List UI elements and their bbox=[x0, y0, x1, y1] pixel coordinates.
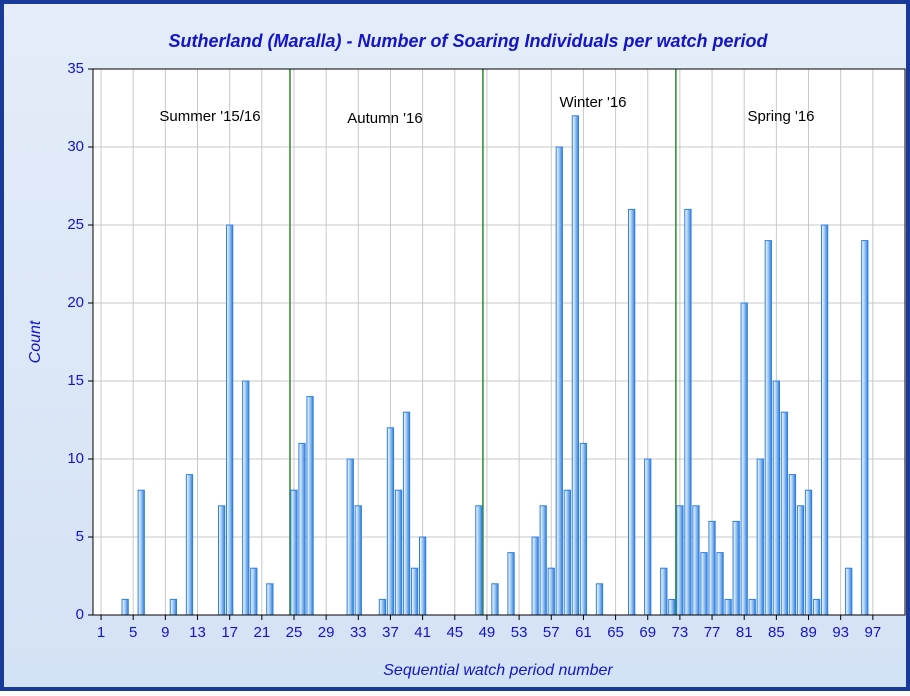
y-axis-label: Count bbox=[27, 320, 44, 363]
x-tick-label: 33 bbox=[350, 624, 367, 641]
bar bbox=[788, 474, 797, 616]
bar bbox=[169, 598, 178, 616]
x-axis-label: Sequential watch period number bbox=[383, 662, 613, 679]
bar bbox=[780, 411, 789, 616]
plot-area bbox=[92, 68, 906, 616]
bar bbox=[217, 505, 226, 616]
bar bbox=[724, 598, 732, 616]
bar bbox=[378, 598, 387, 616]
y-tick-label: 10 bbox=[67, 450, 84, 467]
bar bbox=[708, 520, 716, 616]
bar bbox=[764, 240, 772, 616]
bar bbox=[306, 396, 314, 616]
x-tick-label: 77 bbox=[704, 624, 721, 641]
bar bbox=[137, 489, 145, 616]
bar bbox=[668, 598, 676, 616]
bar bbox=[563, 489, 571, 616]
x-tick-label: 61 bbox=[575, 624, 592, 641]
bar bbox=[700, 552, 708, 616]
season-label: Summer '15/16 bbox=[159, 108, 260, 125]
bar bbox=[845, 567, 853, 616]
y-tick-label: 5 bbox=[76, 528, 84, 545]
y-tick-label: 30 bbox=[67, 138, 84, 155]
x-tick-label: 9 bbox=[161, 624, 169, 641]
y-tick-label: 20 bbox=[67, 294, 84, 311]
bar bbox=[660, 567, 668, 616]
chart-title: Sutherland (Maralla) - Number of Soaring… bbox=[168, 31, 768, 51]
bar bbox=[185, 474, 194, 616]
bar bbox=[772, 380, 781, 616]
x-tick-label: 5 bbox=[129, 624, 137, 641]
bar bbox=[748, 598, 756, 616]
season-label: Autumn '16 bbox=[347, 110, 422, 127]
bar bbox=[386, 427, 395, 616]
bar bbox=[571, 115, 580, 616]
bar bbox=[491, 583, 499, 616]
x-tick-label: 97 bbox=[864, 624, 881, 641]
bar bbox=[290, 489, 298, 616]
x-tick-label: 85 bbox=[768, 624, 785, 641]
y-tick-label: 0 bbox=[76, 606, 84, 623]
bar bbox=[298, 442, 306, 616]
bar bbox=[812, 598, 821, 616]
bar bbox=[740, 302, 748, 616]
x-tick-label: 93 bbox=[832, 624, 849, 641]
y-tick-label: 25 bbox=[67, 216, 84, 233]
x-tick-label: 65 bbox=[607, 624, 624, 641]
x-tick-label: 57 bbox=[543, 624, 560, 641]
bar bbox=[410, 567, 419, 616]
bar bbox=[346, 458, 354, 616]
bar bbox=[756, 458, 764, 616]
x-tick-label: 1 bbox=[97, 624, 105, 641]
bar bbox=[684, 208, 692, 616]
x-tick-label: 41 bbox=[414, 624, 431, 641]
bar bbox=[804, 489, 813, 616]
season-label: Spring '16 bbox=[747, 108, 814, 125]
x-tick-label: 49 bbox=[479, 624, 496, 641]
bar bbox=[692, 505, 700, 616]
x-tick-label: 29 bbox=[318, 624, 335, 641]
bar bbox=[402, 411, 411, 616]
x-tick-label: 21 bbox=[253, 624, 270, 641]
bar bbox=[732, 520, 740, 616]
bar bbox=[595, 583, 604, 616]
bar bbox=[507, 552, 515, 616]
x-tick-label: 89 bbox=[800, 624, 817, 641]
bar bbox=[579, 442, 588, 616]
bar bbox=[242, 380, 250, 616]
season-label: Winter '16 bbox=[559, 94, 626, 111]
x-tick-label: 37 bbox=[382, 624, 399, 641]
bar bbox=[475, 505, 483, 616]
bar bbox=[226, 224, 234, 616]
bar bbox=[716, 552, 724, 616]
y-tick-label: 35 bbox=[67, 60, 84, 77]
x-tick-label: 53 bbox=[511, 624, 528, 641]
bar bbox=[354, 505, 362, 616]
bar bbox=[394, 489, 403, 616]
bar bbox=[121, 598, 129, 616]
bar bbox=[820, 224, 829, 616]
bar bbox=[676, 505, 684, 616]
bar bbox=[796, 505, 805, 616]
bar bbox=[861, 240, 869, 616]
x-tick-label: 25 bbox=[286, 624, 303, 641]
x-tick-label: 13 bbox=[189, 624, 206, 641]
bar bbox=[418, 536, 427, 616]
x-tick-label: 81 bbox=[736, 624, 753, 641]
x-tick-label: 69 bbox=[639, 624, 656, 641]
x-tick-label: 45 bbox=[446, 624, 463, 641]
bar bbox=[539, 505, 547, 616]
x-tick-label: 73 bbox=[672, 624, 689, 641]
x-tick-label: 17 bbox=[221, 624, 238, 641]
bar bbox=[547, 567, 555, 616]
bar bbox=[531, 536, 539, 616]
y-tick-label: 15 bbox=[67, 372, 84, 389]
bar bbox=[628, 208, 636, 616]
bar bbox=[266, 583, 274, 616]
bar bbox=[555, 146, 563, 616]
bar bbox=[644, 458, 652, 616]
bar bbox=[250, 567, 258, 616]
